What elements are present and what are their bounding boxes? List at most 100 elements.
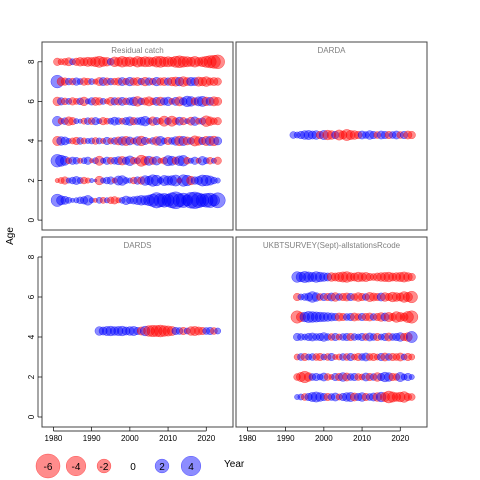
bubble — [207, 194, 220, 207]
bubble — [56, 136, 66, 146]
bubble — [131, 56, 144, 68]
bubble — [148, 57, 158, 67]
bubble — [146, 138, 152, 144]
bubble — [136, 56, 147, 67]
bubble — [50, 154, 64, 168]
bubble — [405, 310, 419, 324]
y-tick-label: 8 — [27, 59, 36, 64]
bubble — [73, 118, 80, 125]
bubble — [302, 311, 315, 323]
bubble — [154, 55, 167, 68]
bubble — [314, 311, 326, 323]
bubble — [369, 373, 378, 381]
bubble — [121, 326, 131, 336]
bubble — [345, 272, 356, 282]
bubble — [408, 353, 416, 361]
bubble — [395, 391, 406, 403]
bubble — [354, 130, 363, 140]
bubble — [190, 192, 207, 209]
panel-frame — [41, 41, 234, 231]
bubble — [90, 56, 101, 67]
bubble — [335, 353, 343, 361]
bubble — [170, 76, 181, 87]
bubble — [391, 292, 402, 302]
legend-label: 4 — [188, 462, 194, 473]
bubble — [318, 312, 329, 322]
bubble — [140, 156, 150, 166]
bubble — [305, 353, 312, 361]
age-series-1 — [50, 191, 226, 210]
bubble — [322, 129, 333, 141]
bubble — [60, 155, 70, 166]
bubble — [132, 195, 143, 205]
bubble — [88, 197, 95, 204]
bubble — [300, 352, 309, 362]
bubble — [209, 96, 219, 107]
y-axis-title: Age — [5, 227, 16, 245]
bubble — [314, 271, 326, 283]
bubble — [137, 176, 146, 185]
bubble — [122, 156, 131, 165]
legend-label: 2 — [159, 462, 165, 473]
bubble — [104, 98, 110, 105]
bubble — [177, 155, 189, 167]
bubble — [72, 136, 81, 145]
bubble — [168, 137, 176, 145]
bubble — [210, 54, 225, 69]
age-series-4 — [52, 135, 223, 147]
x-tick-label: 2010 — [159, 434, 177, 443]
bubble — [318, 130, 329, 140]
bubble — [200, 174, 212, 187]
bubble — [346, 292, 355, 302]
y-tick-label: 0 — [27, 217, 36, 222]
panel-title: DARDS — [123, 241, 151, 250]
x-tick-label: 2010 — [353, 434, 371, 443]
bubble — [407, 130, 416, 140]
bubble — [316, 332, 325, 342]
bubble — [297, 333, 305, 341]
bubble — [372, 272, 382, 282]
bubble — [116, 56, 128, 68]
bubble — [316, 352, 325, 362]
bubble — [196, 174, 209, 187]
age-series-4 — [293, 331, 418, 343]
bubble — [376, 312, 386, 322]
bubble — [60, 195, 70, 205]
bubble — [201, 96, 211, 107]
bubble — [190, 77, 200, 86]
bubble — [167, 76, 177, 87]
y-tick-label: 6 — [27, 99, 36, 104]
bubble — [346, 332, 355, 342]
x-tick-label: 2020 — [197, 434, 215, 443]
bubble — [61, 58, 69, 66]
bubble — [92, 78, 99, 85]
bubble — [125, 97, 134, 106]
bubble — [197, 95, 208, 107]
bubble — [297, 393, 305, 401]
bubble — [177, 174, 190, 187]
bubble — [193, 96, 204, 107]
bubble — [320, 353, 328, 361]
bubble — [174, 135, 185, 147]
bubble — [323, 333, 332, 341]
bubble — [166, 191, 185, 210]
bubble — [358, 373, 366, 381]
bubble — [159, 56, 170, 67]
legend-bubble — [65, 455, 87, 477]
bubble — [114, 117, 123, 125]
bubble — [310, 311, 322, 323]
bubble — [103, 117, 111, 125]
bubble — [178, 136, 189, 146]
bubble — [52, 116, 63, 127]
bubble — [50, 74, 64, 89]
bubble — [145, 117, 153, 125]
bubble — [327, 393, 336, 401]
bubble — [109, 326, 120, 336]
bubble — [341, 271, 353, 283]
bubble — [203, 55, 217, 69]
bubble — [83, 156, 92, 165]
bubble — [214, 177, 221, 184]
bubble — [141, 97, 150, 106]
bubble — [339, 353, 347, 361]
bubble — [330, 272, 340, 282]
